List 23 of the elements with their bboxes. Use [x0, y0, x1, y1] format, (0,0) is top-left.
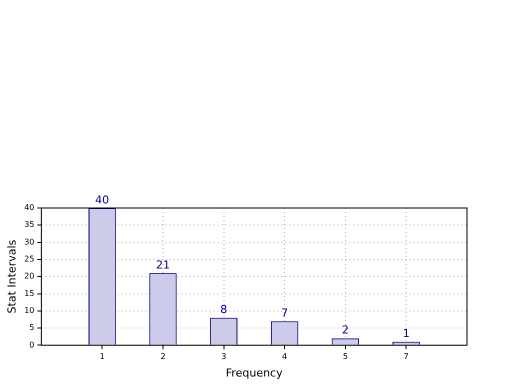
y-tick-label: 0 — [29, 340, 34, 350]
data-label: 21 — [156, 258, 170, 272]
x-tick-label: 5 — [342, 352, 348, 362]
data-label: 7 — [281, 306, 288, 320]
y-tick-label: 25 — [24, 254, 34, 264]
data-label: 1 — [402, 327, 410, 340]
x-tick-label: 3 — [221, 352, 226, 362]
data-label: 8 — [220, 303, 228, 316]
data-label: 40 — [95, 193, 110, 206]
y-axis-title: Stat Intervals — [5, 239, 18, 314]
x-tick-label: 2 — [160, 352, 166, 362]
x-axis-title: Frequency — [226, 366, 284, 380]
x-tick-label: 1 — [100, 352, 105, 362]
y-tick-label: 35 — [24, 220, 34, 230]
y-tick-label: 10 — [24, 306, 34, 315]
y-tick-label: 30 — [24, 237, 34, 246]
y-tick-label: 15 — [24, 288, 34, 298]
y-tick-label: 5 — [29, 323, 34, 332]
x-tick-label: 7 — [404, 352, 409, 362]
data-label: 2 — [342, 324, 349, 337]
y-tick-label: 40 — [24, 203, 34, 212]
y-tick-label: 20 — [24, 272, 34, 281]
x-tick-label: 4 — [282, 352, 288, 362]
